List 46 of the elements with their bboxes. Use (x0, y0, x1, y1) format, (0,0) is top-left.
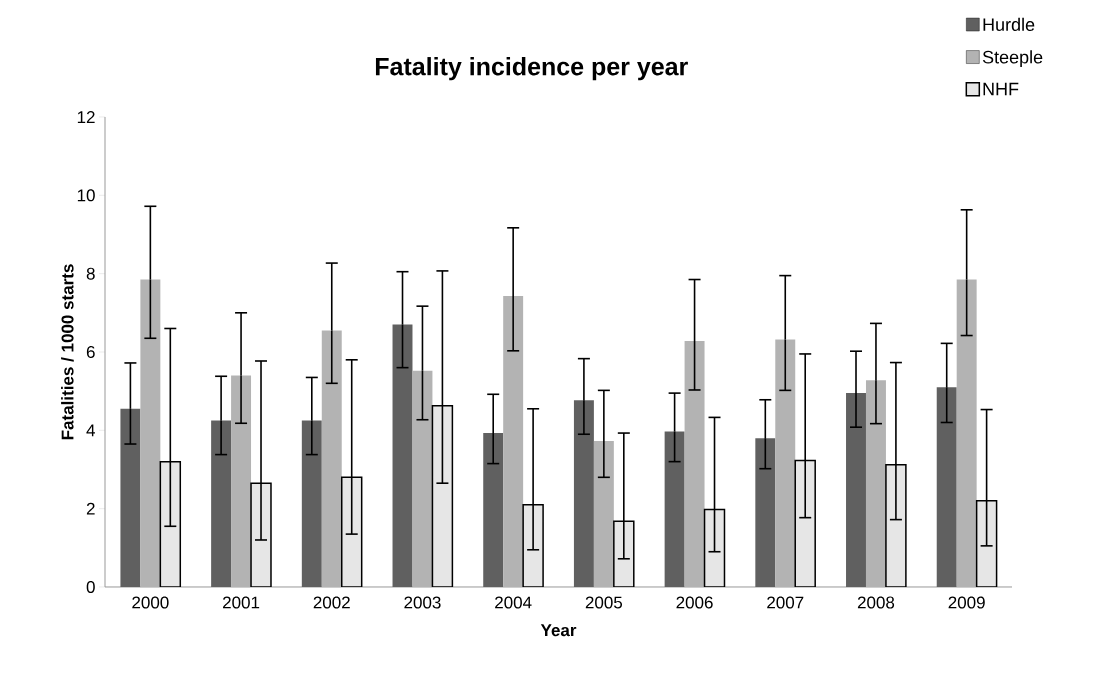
bar (231, 375, 252, 587)
y-tick-label: 4 (86, 424, 95, 437)
bar (755, 438, 776, 587)
bar (684, 341, 705, 587)
x-tick-label: 2000 (132, 596, 169, 609)
bar (301, 420, 322, 587)
y-tick-label: 8 (86, 267, 95, 280)
bar (885, 464, 907, 587)
legend-label: Steeple (982, 50, 1043, 68)
x-axis-title: Year (540, 624, 577, 637)
y-tick-label: 2 (86, 502, 95, 515)
bar (846, 393, 866, 587)
bar (392, 324, 413, 587)
x-tick-label: 2004 (495, 596, 532, 609)
x-tick-label: 2009 (948, 596, 985, 609)
bar (593, 440, 614, 587)
bar (664, 431, 685, 587)
bar (503, 295, 524, 587)
x-tick-label: 2001 (223, 596, 260, 609)
bar (794, 459, 816, 587)
y-tick-label: 12 (77, 111, 95, 123)
bar (431, 404, 454, 587)
bar (483, 433, 504, 587)
bar (956, 279, 977, 587)
x-tick-label: 2003 (404, 596, 441, 609)
y-tick-label: 6 (86, 345, 95, 359)
bar (140, 279, 161, 587)
bar (321, 330, 342, 587)
y-axis-title: Fatalities / 1000 starts (61, 264, 74, 440)
bar (120, 408, 141, 587)
bar (775, 339, 796, 587)
x-tick-label: 2007 (767, 596, 804, 609)
legend-label: NHF (983, 82, 1019, 96)
x-tick-label: 2005 (585, 596, 623, 609)
y-tick-label: 0 (86, 580, 95, 594)
x-tick-label: 2008 (857, 596, 895, 609)
y-tick-label: 10 (77, 189, 95, 202)
bar (412, 370, 433, 587)
bar (211, 420, 232, 587)
x-tick-label: 2002 (313, 596, 350, 609)
chart-title: Fatality incidence per year (375, 57, 688, 81)
legend-label: Hurdle (983, 17, 1035, 31)
bar (936, 387, 957, 587)
bar (865, 380, 886, 587)
bar (573, 400, 594, 587)
x-tick-label: 2006 (676, 596, 713, 609)
